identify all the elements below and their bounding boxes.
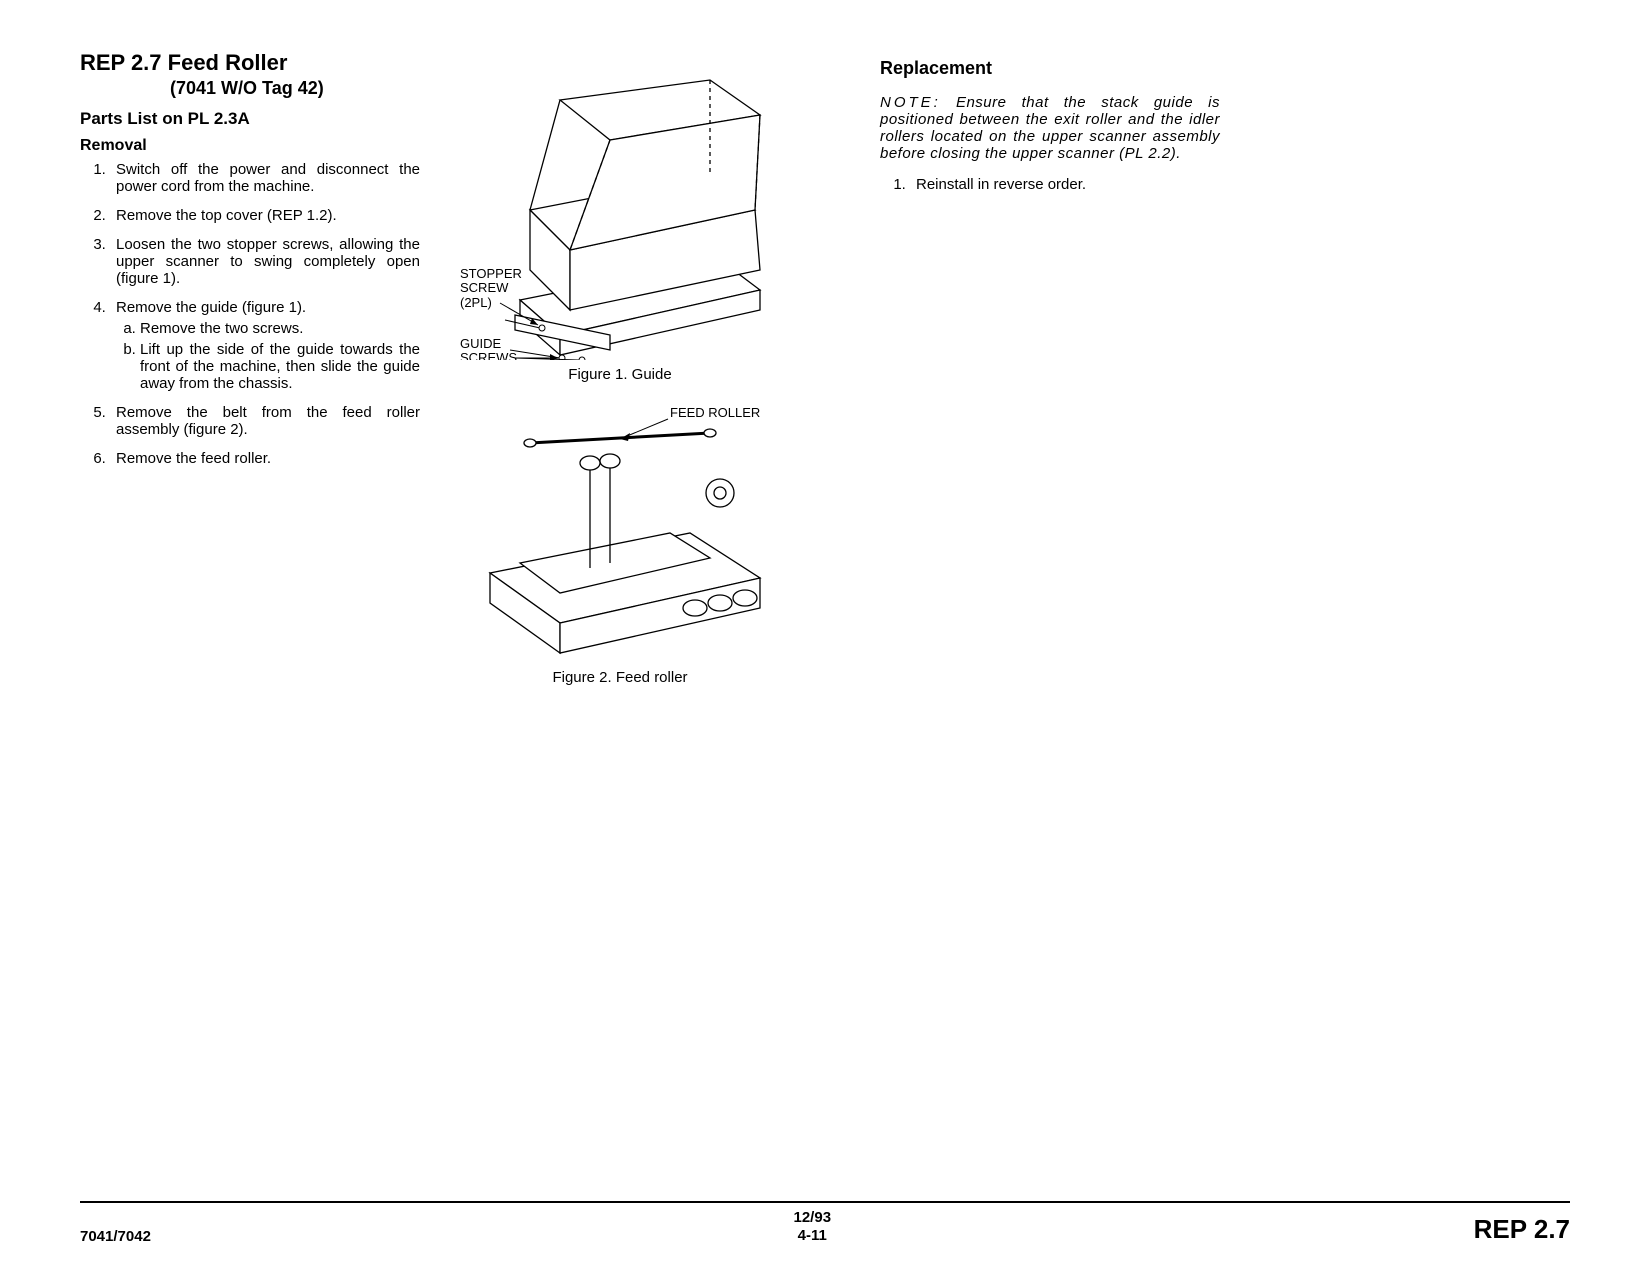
column-right: Replacement NOTE: Ensure that the stack …	[880, 50, 1220, 706]
footer-right: REP 2.7	[1474, 1214, 1570, 1245]
removal-step: Switch off the power and disconnect the …	[110, 161, 420, 195]
column-middle: STOPPER SCREW (2PL) GUIDE SCREWS Figure …	[450, 50, 790, 706]
fig1-label-stopper-1: STOPPER	[460, 266, 522, 281]
fig1-label-guide-2: SCREWS	[460, 350, 517, 360]
removal-substep: Lift up the side of the guide towards th…	[140, 341, 420, 392]
footer-center-bottom: 4-11	[794, 1227, 832, 1245]
removal-steps: Switch off the power and disconnect the …	[80, 161, 420, 467]
replacement-steps: Reinstall in reverse order.	[880, 176, 1220, 193]
removal-substep: Remove the two screws.	[140, 320, 420, 337]
page-footer: 7041/7042 12/93 4-11 REP 2.7	[80, 1201, 1570, 1245]
footer-center: 12/93 4-11	[794, 1209, 832, 1245]
figure-1-caption: Figure 1. Guide	[450, 366, 790, 383]
fig1-label-guide-1: GUIDE	[460, 336, 502, 351]
footer-rule	[80, 1201, 1570, 1203]
content-columns: REP 2.7 Feed Roller (7041 W/O Tag 42) Pa…	[80, 50, 1570, 706]
footer-center-top: 12/93	[794, 1209, 832, 1227]
note-lead: NOTE:	[880, 94, 941, 111]
removal-substeps: Remove the two screws. Lift up the side …	[116, 320, 420, 392]
fig2-label-feed-roller: FEED ROLLER	[670, 405, 760, 420]
replacement-step: Reinstall in reverse order.	[910, 176, 1220, 193]
removal-step: Remove the top cover (REP 1.2).	[110, 207, 420, 224]
removal-step-text: Remove the guide (figure 1).	[116, 299, 306, 316]
fig1-label-stopper-2: SCREW	[460, 280, 509, 295]
rep-subtitle: (7041 W/O Tag 42)	[170, 78, 420, 99]
parts-list-heading: Parts List on PL 2.3A	[80, 109, 420, 129]
removal-step: Remove the guide (figure 1). Remove the …	[110, 299, 420, 392]
replacement-note: NOTE: Ensure that the stack guide is pos…	[880, 94, 1220, 162]
removal-step: Remove the feed roller.	[110, 450, 420, 467]
rep-title: REP 2.7 Feed Roller	[80, 50, 420, 76]
footer-row: 7041/7042 12/93 4-11 REP 2.7	[80, 1209, 1570, 1245]
figure-1-svg: STOPPER SCREW (2PL) GUIDE SCREWS	[460, 60, 780, 360]
column-left: REP 2.7 Feed Roller (7041 W/O Tag 42) Pa…	[80, 50, 420, 706]
fig1-label-stopper-3: (2PL)	[460, 295, 492, 310]
figure-1: STOPPER SCREW (2PL) GUIDE SCREWS Figure …	[450, 60, 790, 383]
footer-left: 7041/7042	[80, 1228, 151, 1245]
removal-step: Loosen the two stopper screws, allowing …	[110, 236, 420, 287]
figure-2-caption: Figure 2. Feed roller	[450, 669, 790, 686]
removal-heading: Removal	[80, 137, 420, 155]
removal-step: Remove the belt from the feed roller ass…	[110, 404, 420, 438]
figure-2: FEED ROLLER Figure 2. Feed roller	[450, 403, 790, 686]
figure-2-svg: FEED ROLLER	[460, 403, 780, 663]
replacement-heading: Replacement	[880, 58, 1220, 79]
page: REP 2.7 Feed Roller (7041 W/O Tag 42) Pa…	[0, 0, 1650, 1275]
